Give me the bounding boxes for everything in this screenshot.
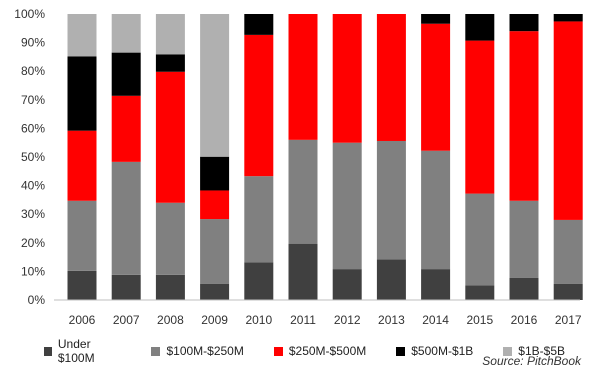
x-tick-label: 2014 — [422, 313, 449, 327]
legend-swatch — [273, 346, 283, 356]
y-tick-label: 90% — [21, 36, 45, 50]
legend: Under $100M $100M-$250M $250M-$500M $500M-$… — [44, 337, 595, 365]
x-tick-label: 2015 — [466, 313, 493, 327]
legend-label: $500M-$1B — [411, 344, 474, 358]
x-tick-label: 2006 — [69, 313, 96, 327]
source-note: Source: PitchBook — [482, 354, 581, 368]
legend-item: $1B-$5B — [503, 337, 565, 365]
bar-segment — [465, 285, 495, 300]
bar-segment — [421, 150, 451, 270]
bar-segment — [553, 219, 583, 284]
bar-segment — [155, 14, 185, 55]
bar-segment — [376, 14, 406, 141]
x-tick-label: 2008 — [157, 313, 184, 327]
bar-segment — [111, 52, 141, 96]
bar-segment — [67, 56, 97, 131]
x-tick-label: 2017 — [555, 313, 582, 327]
bar-segment — [200, 14, 230, 157]
bar-segment — [111, 274, 141, 300]
bar-segment — [288, 14, 318, 140]
bar-segment — [332, 14, 362, 143]
bar-segment — [200, 219, 230, 284]
bar-segment — [553, 21, 583, 220]
bar-segment — [509, 14, 539, 32]
bars — [67, 14, 583, 300]
bar-segment — [155, 71, 185, 203]
bar-segment — [244, 176, 274, 263]
bar-segment — [465, 14, 495, 41]
bar-segment — [509, 277, 539, 300]
bar-segment — [244, 34, 274, 177]
legend-label: $250M-$500M — [288, 344, 367, 358]
bar-segment — [465, 40, 495, 194]
bar-segment — [288, 139, 318, 244]
y-tick-label: 30% — [21, 207, 45, 221]
bar-segment — [376, 259, 406, 300]
x-tick-label: 2010 — [245, 313, 272, 327]
bar-segment — [155, 274, 185, 300]
bar-segment — [553, 283, 583, 300]
legend-item: $500M-$1B — [396, 337, 473, 365]
bar-segment — [200, 190, 230, 220]
y-tick-label: 40% — [21, 179, 45, 193]
y-tick-label: 10% — [21, 264, 45, 278]
bar-segment — [553, 14, 583, 22]
bar-segment — [332, 269, 362, 300]
bar-segment — [288, 243, 318, 300]
bar-segment — [111, 95, 141, 162]
y-tick-label: 80% — [21, 64, 45, 78]
x-tick-label: 2011 — [290, 313, 316, 327]
x-tick-label: 2007 — [113, 313, 140, 327]
bar-segment — [244, 262, 274, 300]
y-tick-label: 20% — [21, 236, 45, 250]
x-tick-label: 2013 — [378, 313, 405, 327]
legend-item: Under $100M — [44, 337, 121, 365]
bar-segment — [155, 54, 185, 72]
x-tick-label: 2016 — [511, 313, 538, 327]
x-tick-label: 2009 — [201, 313, 228, 327]
bar-segment — [111, 14, 141, 53]
bar-segment — [200, 283, 230, 300]
legend-swatch — [44, 346, 52, 356]
x-tick-label: 2012 — [334, 313, 361, 327]
legend-item: $250M-$500M — [273, 337, 367, 365]
y-tick-label: 70% — [21, 93, 45, 107]
bar-segment — [509, 200, 539, 278]
bar-segment — [421, 269, 451, 300]
bar-segment — [465, 193, 495, 286]
bar-segment — [155, 202, 185, 275]
bar-segment — [376, 140, 406, 260]
bar-segment — [111, 161, 141, 275]
bar-segment — [67, 130, 97, 201]
legend-swatch — [503, 346, 513, 356]
legend-label: $100M-$250M — [166, 344, 244, 358]
y-axis: 0% 10% 20% 30% 40% 50% 60% 70% 80% 90% 100% — [14, 7, 45, 307]
bar-segment — [67, 200, 97, 271]
bar-segment — [421, 23, 451, 151]
bar-segment — [67, 14, 97, 57]
x-axis: 2006 2007 2008 2009 2010 2011 2012 2013 2014 2015… — [69, 313, 582, 327]
legend-swatch — [151, 346, 161, 356]
y-tick-label: 50% — [21, 150, 45, 164]
bar-segment — [67, 270, 97, 300]
y-tick-label: 0% — [28, 293, 46, 307]
bar-segment — [421, 14, 451, 24]
bar-segment — [509, 31, 539, 201]
legend-label: Under $100M — [57, 337, 95, 365]
legend-swatch — [396, 346, 406, 356]
legend-item: $100M-$250M — [151, 337, 244, 365]
y-tick-label: 100% — [14, 7, 45, 21]
y-tick-label: 60% — [21, 121, 45, 135]
bar-segment — [244, 14, 274, 35]
legend-label: $1B-$5B — [518, 344, 565, 358]
bar-segment — [332, 142, 362, 270]
bar-segment — [200, 156, 230, 191]
